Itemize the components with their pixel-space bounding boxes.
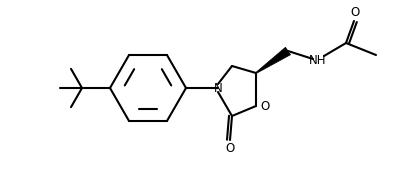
Text: O: O bbox=[260, 101, 270, 113]
Text: N: N bbox=[213, 81, 222, 95]
Text: NH: NH bbox=[309, 55, 327, 67]
Polygon shape bbox=[256, 47, 290, 73]
Text: O: O bbox=[225, 142, 234, 156]
Text: O: O bbox=[350, 7, 360, 19]
